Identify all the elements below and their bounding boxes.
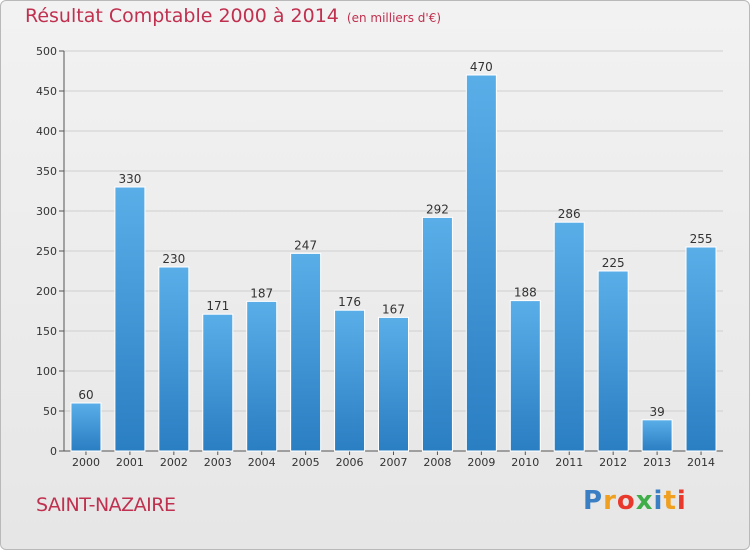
y-tick-label: 200: [36, 285, 57, 298]
title-unit: (en milliers d'€): [346, 11, 442, 25]
data-label: 292: [426, 202, 449, 216]
x-tick-label: 2003: [204, 456, 232, 469]
data-label: 230: [162, 252, 185, 266]
y-tick-label: 0: [50, 445, 57, 458]
bar: [246, 300, 278, 452]
bar: [334, 309, 366, 452]
y-tick-label: 500: [36, 45, 57, 58]
y-tick-label: 150: [36, 325, 57, 338]
x-tick-label: 2014: [687, 456, 715, 469]
bar: [685, 246, 717, 452]
data-label: 255: [690, 232, 713, 246]
bar: [597, 270, 629, 452]
bar: [465, 74, 497, 452]
city-name: SAINT-NAZAIRE: [36, 494, 176, 516]
bar: [202, 313, 234, 452]
logo-letter: P: [583, 486, 604, 516]
data-label: 247: [294, 238, 317, 252]
chart-title: Résultat Comptable 2000 à 2014 (en millie…: [25, 5, 441, 27]
x-tick-label: 2005: [292, 456, 320, 469]
x-tick-label: 2012: [599, 456, 627, 469]
y-tick-label: 400: [36, 125, 57, 138]
x-tick-label: 2006: [336, 456, 364, 469]
data-label: 470: [470, 60, 493, 74]
axes: 0 50 100 150 200 250 300 350 400 450 500 2000 2001 20…: [36, 45, 723, 469]
x-tick-label: 2010: [511, 456, 539, 469]
logo-letter: i: [653, 486, 664, 516]
bar: [641, 419, 673, 452]
data-label: 167: [382, 302, 405, 316]
y-tick-label: 250: [36, 245, 57, 258]
x-tick-label: 2007: [380, 456, 408, 469]
x-tick-label: 2000: [72, 456, 100, 469]
logo-letter: r: [603, 486, 617, 516]
logo-letter: x: [635, 486, 654, 516]
x-tick-label: 2009: [467, 456, 495, 469]
proxiti-logo: Proxiti: [583, 486, 687, 516]
y-tick-label: 300: [36, 205, 57, 218]
x-tick-label: 2011: [555, 456, 583, 469]
logo-letter: t: [663, 486, 677, 516]
bar: [553, 221, 585, 452]
x-tick-label: 2002: [160, 456, 188, 469]
data-label: 176: [338, 295, 361, 309]
bars: [70, 74, 717, 452]
bar: [290, 252, 322, 452]
logo-letter: i: [676, 486, 687, 516]
bar: [158, 266, 190, 452]
x-tick-label: 2013: [643, 456, 671, 469]
data-label: 286: [558, 207, 581, 221]
bar: [378, 316, 409, 452]
bar: [114, 186, 146, 452]
x-tick-label: 2001: [116, 456, 144, 469]
y-tick-label: 50: [43, 405, 57, 418]
data-label: 330: [118, 172, 141, 186]
data-labels: 60 330 230 171 187 247 176 167 292 470 188 286 225 39…: [78, 60, 712, 419]
y-tick-label: 350: [36, 165, 57, 178]
bar: [509, 300, 541, 452]
data-label: 171: [206, 299, 229, 313]
logo-letter: o: [616, 486, 636, 516]
data-label: 225: [602, 256, 625, 270]
bar: [70, 402, 102, 452]
bar: [421, 216, 453, 452]
data-label: 39: [649, 405, 664, 419]
y-tick-label: 100: [36, 365, 57, 378]
title-text: Résultat Comptable 2000 à 2014: [25, 5, 339, 27]
x-tick-label: 2008: [423, 456, 451, 469]
data-label: 188: [514, 286, 537, 300]
y-tick-label: 450: [36, 85, 57, 98]
data-label: 187: [250, 286, 273, 300]
x-tick-label: 2004: [248, 456, 276, 469]
data-label: 60: [78, 388, 93, 402]
